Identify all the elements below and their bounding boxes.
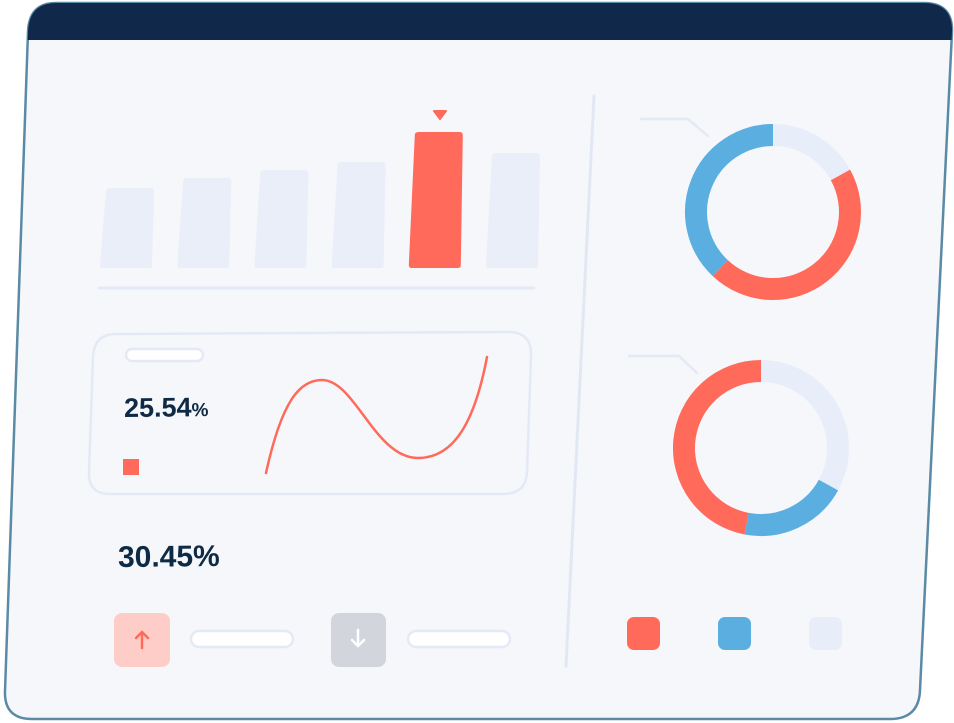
panel-divider [564,94,596,668]
legend-swatch-light [809,617,842,650]
donut-segment-light [760,360,849,491]
increase-button[interactable] [114,613,170,667]
donut-segment-red [712,169,861,301]
triangle-down-icon [433,110,447,120]
increase-label-placeholder [189,629,295,649]
stat-card-indicator [123,459,139,475]
legend [627,617,842,650]
donut-segment-red [672,360,762,535]
arrow-up-icon [134,630,150,650]
bar [331,162,386,268]
donut-2-callout-line [627,354,699,375]
donut-chart-2 [672,360,849,536]
legend-swatch-blue [718,617,751,650]
arrow-down-icon [350,628,366,648]
donut-1-callout-line [639,117,710,138]
donut-chart-1 [685,124,861,301]
bar-highlighted [408,132,463,268]
stat-card-title-placeholder [124,347,205,363]
legend-swatch-red [627,617,660,650]
stat-value-unit: % [191,400,209,422]
stat-card-frame [87,330,533,496]
bar-chart [100,132,540,268]
trend-line [264,355,489,475]
donut-segment-blue [685,124,774,277]
window-title-bar [4,3,953,40]
donut-segment-light [772,124,851,181]
donut-segment-blue [744,479,839,536]
stat-value-secondary: 30.45% [117,539,220,574]
bar [254,170,309,268]
bar [100,188,154,268]
stat-value-primary: 25.54% [123,392,209,423]
bar [177,178,232,268]
stat-card [87,330,533,496]
decrease-label-placeholder [406,629,512,649]
bar [486,153,540,268]
decrease-button[interactable] [331,613,386,667]
